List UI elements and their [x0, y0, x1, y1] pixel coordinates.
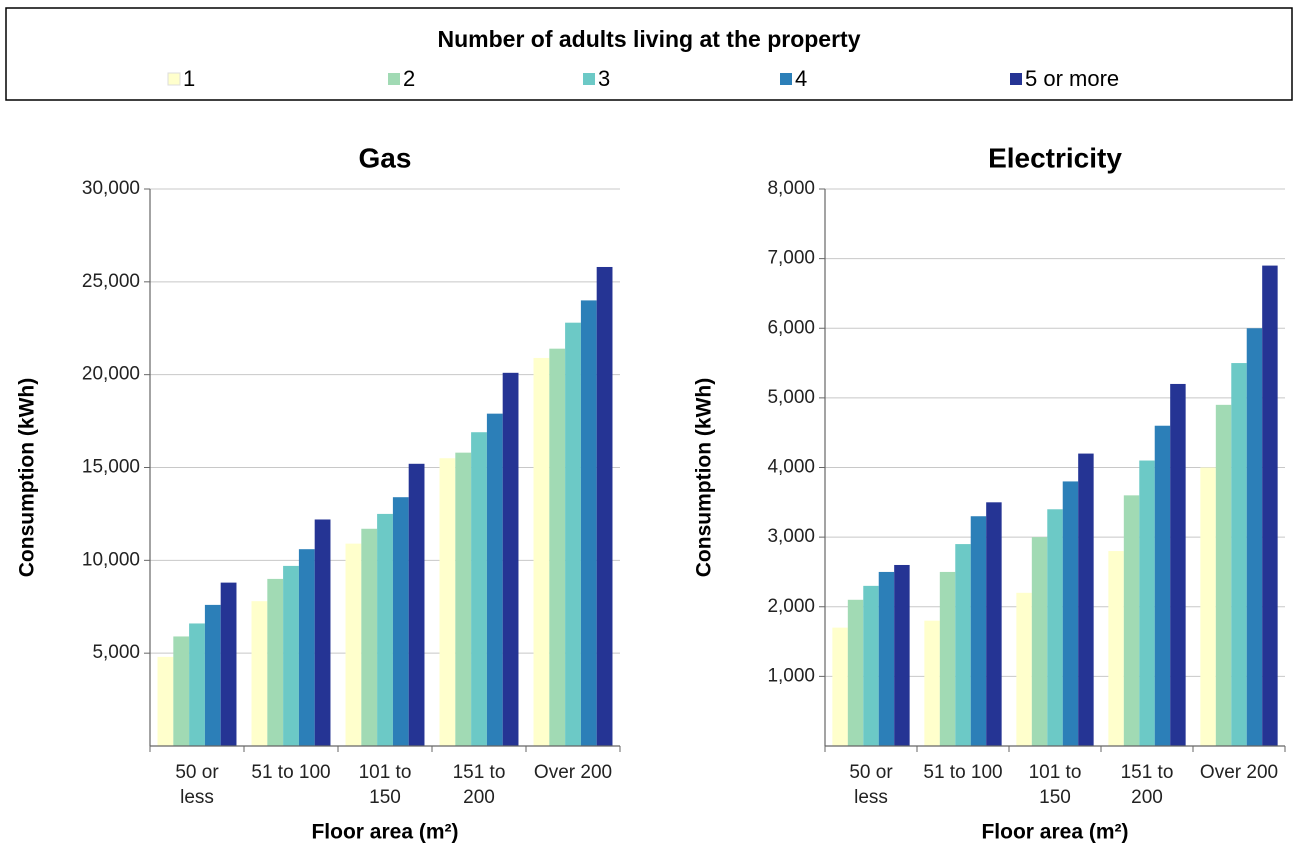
bar	[345, 543, 362, 746]
bar	[924, 620, 940, 746]
bar	[486, 413, 503, 746]
y-tick-label: 8,000	[767, 178, 815, 199]
bar	[533, 357, 550, 746]
bar	[1170, 383, 1186, 746]
bar	[408, 463, 425, 746]
x-tick-label: 101 to 150	[1028, 762, 1082, 808]
y-tick-label: 30,000	[82, 178, 140, 199]
bar	[298, 549, 315, 746]
legend-label: 3	[598, 66, 610, 91]
bar	[267, 578, 284, 746]
y-tick-label: 3,000	[767, 526, 815, 547]
bar	[204, 604, 221, 746]
x-tick-label: 101 to 150	[358, 762, 412, 808]
bar	[471, 432, 487, 746]
x-tick-label: 51 to 100	[923, 762, 1003, 783]
bar	[1231, 363, 1247, 746]
legend-label: 1	[183, 66, 195, 91]
bar	[439, 458, 456, 746]
bar	[1262, 265, 1278, 746]
bar	[1031, 537, 1048, 746]
bar	[863, 585, 879, 746]
legend-title: Number of adults living at the property	[438, 26, 861, 52]
bar	[1215, 404, 1232, 746]
x-axis-title: Floor area (m²)	[311, 821, 458, 844]
y-tick-label: 5,000	[767, 387, 815, 408]
x-tick-label: Over 200	[533, 762, 613, 783]
bar	[314, 519, 331, 746]
bar	[392, 497, 409, 746]
legend-label: 2	[403, 66, 415, 91]
bar	[1062, 481, 1079, 746]
y-tick-label: 5,000	[92, 642, 140, 663]
legend-swatch	[388, 73, 400, 85]
bar	[1108, 551, 1124, 746]
y-tick-label: 2,000	[767, 596, 815, 617]
bar	[1200, 467, 1216, 746]
bar	[1047, 509, 1063, 746]
y-tick-label: 25,000	[82, 271, 140, 292]
y-tick-label: 10,000	[82, 549, 140, 570]
y-axis-title: Consumption (kWh)	[693, 378, 716, 577]
bar	[1139, 460, 1155, 746]
bar	[220, 582, 237, 746]
bar	[565, 322, 581, 746]
bar	[283, 565, 299, 746]
x-tick-label: 51 to 100	[251, 762, 331, 783]
legend-swatch	[167, 72, 181, 86]
x-tick-label: Over 200	[1199, 762, 1279, 783]
y-tick-label: 1,000	[767, 665, 815, 686]
bar	[986, 502, 1002, 746]
bar	[361, 528, 378, 746]
x-tick-label: 50 or less	[849, 762, 893, 808]
y-axis-title: Consumption (kWh)	[16, 378, 39, 577]
y-tick-label: 15,000	[82, 457, 140, 478]
legend-swatch	[780, 73, 792, 85]
chart-title: Gas	[359, 142, 412, 173]
legend-box	[5, 7, 1293, 101]
x-axis-title: Floor area (m²)	[981, 821, 1128, 844]
bar	[878, 571, 895, 746]
bar	[580, 300, 597, 746]
bar	[251, 601, 268, 746]
bar	[1123, 495, 1140, 746]
x-tick-label: 50 or less	[175, 762, 219, 808]
chart-title: Electricity	[988, 142, 1122, 173]
bar	[596, 266, 613, 746]
legend-label: 5 or more	[1025, 66, 1119, 91]
bar	[173, 636, 190, 746]
bar	[157, 656, 174, 746]
bar	[1154, 425, 1171, 746]
x-tick-label: 151 to 200	[1120, 762, 1174, 808]
legend-label: 4	[795, 66, 807, 91]
bar	[549, 348, 566, 746]
legend-swatch	[1010, 73, 1022, 85]
bar	[455, 452, 472, 746]
bar	[1016, 592, 1032, 746]
bar	[832, 627, 848, 746]
y-tick-label: 4,000	[767, 457, 815, 478]
bar	[502, 372, 519, 746]
bar	[894, 564, 910, 746]
bar	[970, 516, 987, 746]
bar	[955, 544, 971, 746]
bar	[847, 599, 864, 746]
x-tick-label: 151 to 200	[452, 762, 506, 808]
bar	[189, 623, 205, 746]
y-tick-label: 7,000	[767, 248, 815, 269]
bar	[939, 571, 956, 746]
y-tick-label: 6,000	[767, 317, 815, 338]
bar	[1078, 453, 1094, 746]
bar	[1246, 328, 1263, 746]
legend-swatch	[583, 73, 595, 85]
bar	[377, 513, 393, 746]
y-tick-label: 20,000	[82, 364, 140, 385]
